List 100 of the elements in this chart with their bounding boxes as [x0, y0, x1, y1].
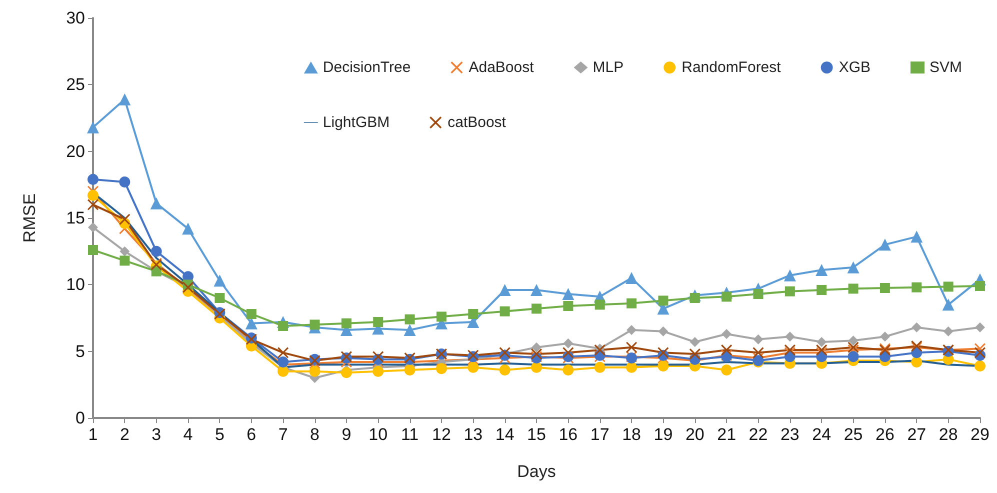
point — [118, 93, 131, 106]
point — [721, 364, 732, 376]
x-tick-label: 28 — [938, 425, 958, 444]
x-tick-label: 13 — [464, 425, 483, 444]
point — [784, 344, 796, 356]
point — [658, 347, 669, 358]
point — [753, 289, 764, 299]
point — [943, 282, 954, 292]
point — [87, 121, 99, 134]
point — [784, 332, 795, 342]
point — [500, 306, 510, 316]
point — [752, 347, 764, 358]
point — [214, 293, 225, 303]
legend-label: XGB — [838, 59, 871, 76]
legend-label: RandomForest — [682, 59, 782, 76]
point — [119, 214, 130, 225]
point — [816, 337, 827, 347]
x-tick-label: 7 — [278, 425, 288, 444]
point — [690, 293, 700, 303]
y-axis-title: RMSE — [20, 193, 39, 243]
y-tick-label: 25 — [66, 75, 85, 94]
point — [880, 283, 890, 293]
point — [436, 312, 446, 322]
point — [436, 363, 447, 374]
y-tick-label: 15 — [66, 208, 85, 228]
point — [943, 326, 954, 336]
point — [340, 367, 352, 378]
x-tick-label: 2 — [120, 425, 130, 444]
point — [912, 282, 922, 292]
point — [784, 269, 796, 282]
point — [689, 348, 700, 360]
point — [373, 317, 384, 327]
point — [848, 284, 858, 294]
x-tick-label: 4 — [183, 425, 193, 444]
point — [658, 326, 668, 336]
point — [468, 362, 479, 373]
point — [626, 362, 638, 373]
point — [721, 344, 732, 356]
point — [784, 286, 795, 296]
point — [119, 176, 130, 188]
point — [563, 301, 574, 311]
y-tick-label: 30 — [66, 8, 85, 28]
y-tick-label: 5 — [76, 342, 85, 361]
x-tick-label: 29 — [970, 425, 990, 444]
legend-label: AdaBoost — [468, 59, 535, 76]
x-tick-label: 26 — [876, 425, 894, 444]
x-tick-label: 18 — [622, 425, 641, 444]
point — [532, 304, 542, 314]
point — [531, 348, 542, 360]
point — [974, 360, 986, 372]
x-tick-label: 27 — [907, 425, 926, 444]
point — [912, 322, 922, 332]
point — [658, 360, 669, 372]
point — [278, 366, 289, 377]
y-tick-label: 0 — [76, 408, 85, 428]
point — [880, 332, 890, 342]
point — [975, 281, 985, 291]
point — [88, 245, 98, 255]
x-tick-label: 5 — [214, 425, 224, 444]
x-tick-label: 23 — [780, 425, 800, 444]
point — [530, 284, 542, 296]
point — [690, 337, 700, 347]
y-tick-label: 20 — [66, 142, 85, 161]
point — [911, 356, 922, 368]
point — [816, 344, 828, 356]
x-tick-label: 1 — [88, 425, 98, 444]
x-tick-label: 25 — [844, 425, 863, 444]
point — [88, 199, 98, 210]
point — [626, 325, 637, 335]
point — [309, 366, 320, 377]
x-axis-title: Days — [517, 462, 556, 481]
point — [658, 296, 668, 306]
point — [404, 324, 416, 336]
x-tick-label: 21 — [717, 425, 736, 444]
point — [563, 338, 574, 348]
point — [214, 274, 226, 287]
x-tick-label: 12 — [432, 425, 451, 444]
point — [626, 298, 637, 308]
point — [562, 364, 574, 376]
point — [182, 222, 194, 235]
point — [246, 309, 256, 319]
point — [498, 284, 511, 296]
point — [626, 342, 638, 353]
point — [722, 292, 732, 302]
point — [848, 351, 859, 362]
point — [532, 342, 542, 352]
point — [910, 230, 923, 243]
point — [150, 246, 162, 257]
x-tick-label: 17 — [590, 425, 610, 444]
x-tick-label: 6 — [246, 425, 256, 444]
point — [974, 347, 986, 358]
point — [594, 300, 605, 310]
point — [531, 362, 542, 373]
x-tick-label: 9 — [342, 425, 352, 444]
point — [278, 321, 288, 331]
point — [88, 190, 98, 201]
x-tick-label: 8 — [310, 425, 320, 444]
point — [120, 246, 130, 256]
point — [404, 364, 416, 376]
point — [816, 264, 828, 276]
